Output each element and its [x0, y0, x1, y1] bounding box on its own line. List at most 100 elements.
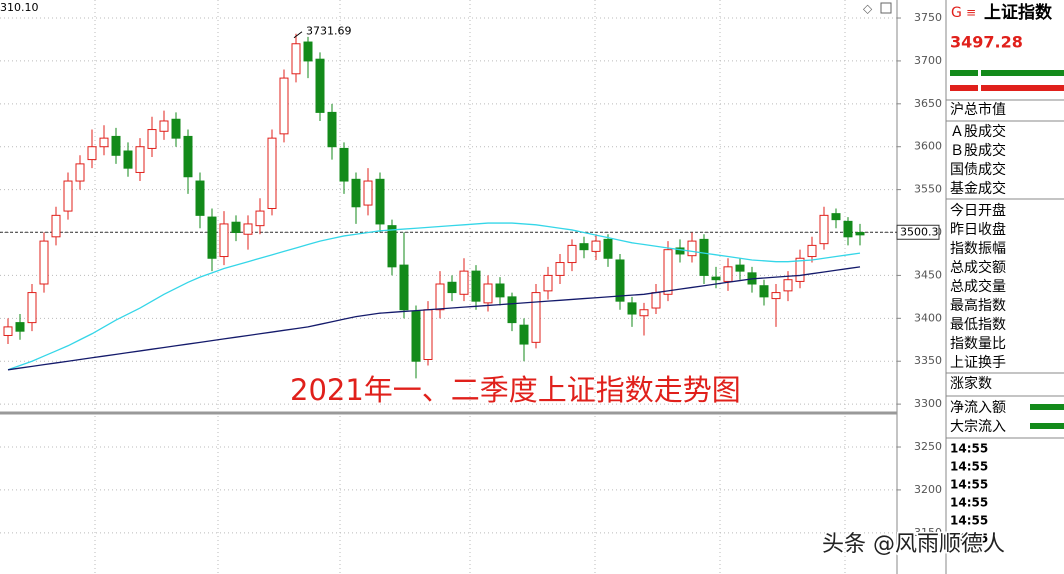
restore-button[interactable]: ◇ [863, 2, 873, 16]
candle-up [279, 77, 289, 135]
candle-down [195, 180, 205, 216]
price: 3497.28 [950, 33, 1023, 52]
candle-down [759, 285, 769, 298]
field-label: Ａ股成交 [950, 123, 1006, 140]
candle-up [267, 137, 277, 209]
chart-title: 2021年一、二季度上证指数走势图 [290, 373, 741, 407]
bar [950, 70, 978, 76]
candle-up [39, 240, 49, 285]
bar [981, 85, 1064, 91]
candle-down [15, 322, 25, 332]
candle-up [3, 326, 13, 336]
candle-up [459, 270, 469, 295]
field-label: 涨家数 [950, 375, 992, 392]
candle-down [339, 147, 349, 182]
candle-up [219, 223, 229, 258]
candle-down [507, 296, 517, 324]
candle-down [711, 276, 721, 281]
bar [950, 85, 978, 91]
candle-down [375, 178, 385, 225]
menu-icon[interactable]: ≡ [966, 6, 976, 20]
field-label: 指数振幅 [950, 241, 1006, 257]
candle-up [423, 309, 433, 361]
moving-average [7, 222, 861, 371]
candle-up [63, 180, 73, 212]
y-tick-label: 3700 [914, 54, 942, 67]
sidebar: G ≡ 上证指数 3497.28 沪总市值 Ａ股成交 Ｂ股成交国债成交基金成交今日开… [946, 2, 1064, 546]
candle-down [171, 118, 181, 139]
candle-down [123, 150, 133, 169]
ref-label-box [896, 224, 940, 240]
time: 14:55 [950, 442, 988, 456]
candle-down [327, 111, 337, 148]
candle-down [303, 41, 313, 62]
candle-down [471, 270, 481, 302]
field-label: 净流入额 [950, 400, 1006, 416]
flow-bar [1030, 423, 1064, 429]
candle-down [831, 213, 841, 221]
field-label: 指数量比 [950, 336, 1006, 352]
candle-up [531, 292, 541, 343]
maximize-button[interactable] [880, 2, 892, 14]
candle-up [651, 292, 661, 309]
candle-up [51, 214, 61, 238]
candle-down [843, 220, 853, 238]
field-label: Ｂ股成交 [950, 142, 1006, 159]
time: 14:55 [950, 496, 988, 510]
candle-up [27, 292, 37, 324]
field-label: 大宗流入 [950, 419, 1006, 435]
candle-down [207, 216, 217, 259]
candle-up [687, 240, 697, 257]
y-tick-label: 3400 [914, 311, 942, 324]
candle-down [675, 247, 685, 255]
candle-down [855, 232, 865, 236]
y-tick-label: 3350 [914, 354, 942, 367]
candle-down [315, 58, 325, 113]
code: G [951, 5, 962, 21]
candle-down [627, 302, 637, 315]
candle-down [603, 238, 613, 259]
bar [981, 70, 1064, 76]
candle-up [435, 283, 445, 311]
y-tick-label: 3150 [914, 526, 942, 539]
candle-up [135, 146, 145, 173]
field-label: 总成交额 [950, 259, 1006, 276]
field-label: 沪总市值 [950, 101, 1006, 118]
candle-down [615, 259, 625, 302]
candle-down [579, 243, 589, 251]
flow-bar [1030, 404, 1064, 410]
moving-average [7, 266, 861, 371]
max-pointer [293, 31, 303, 39]
field-label: 最高指数 [950, 297, 1006, 314]
time: 14:55 [950, 532, 988, 546]
corner-label: 310.10 [0, 1, 39, 14]
y-tick-label: 3750 [914, 11, 942, 24]
y-tick-label: 3200 [914, 483, 942, 496]
max-label: 3731.69 [306, 25, 352, 38]
ref-label: 3500.3 [900, 225, 939, 238]
candle-up [591, 240, 601, 252]
candle-up [723, 266, 733, 282]
candle-up [363, 180, 373, 206]
candle-up [243, 223, 253, 235]
candle-up [87, 146, 97, 161]
y-tick-label: 3300 [914, 397, 942, 410]
candle-up [75, 163, 85, 182]
field-label: 最低指数 [950, 317, 1006, 333]
field-label: 今日开盘 [950, 202, 1006, 219]
field-label: 总成交量 [950, 278, 1006, 295]
y-tick-label: 3600 [914, 140, 942, 153]
candle-up [783, 279, 793, 292]
time: 14:55 [950, 514, 988, 528]
candle-up [807, 244, 817, 258]
candle-up [483, 283, 493, 304]
candle-up [663, 249, 673, 295]
y-tick-label: 3550 [914, 183, 942, 196]
candle-up [99, 137, 109, 148]
candle-down [735, 264, 745, 272]
candle-down [447, 281, 457, 294]
time: 14:55 [950, 478, 988, 492]
candle-up [147, 129, 157, 149]
